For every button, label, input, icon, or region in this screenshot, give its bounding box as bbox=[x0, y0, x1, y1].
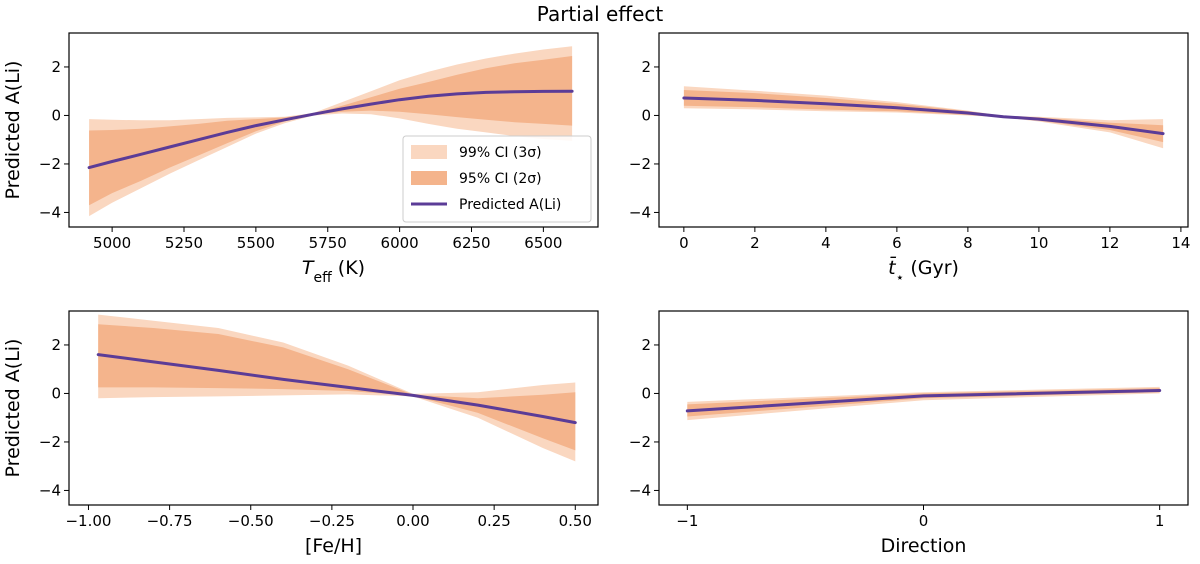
predicted-line bbox=[87, 89, 574, 170]
x-tick-label: 6000 bbox=[381, 234, 419, 252]
x-tick-label: 0 bbox=[919, 512, 929, 530]
y-tick-label: 2 bbox=[641, 336, 651, 354]
y-tick-label: −4 bbox=[629, 481, 651, 499]
x-tick-label: 14 bbox=[1171, 234, 1190, 252]
y-tick-label: 2 bbox=[641, 58, 651, 76]
x-tick-label: 4 bbox=[821, 234, 831, 252]
y-axis-label: Predicted A(Li) bbox=[2, 339, 24, 478]
legend: 99% CI (3σ) 95% CI (2σ) Predicted A(Li) bbox=[402, 135, 592, 223]
legend-label: Predicted A(Li) bbox=[459, 197, 561, 213]
x-axis-label: [Fe/H] bbox=[305, 535, 362, 557]
x-tick-label: 5250 bbox=[165, 234, 203, 252]
legend-frame bbox=[402, 135, 592, 223]
y-axis-label: Predicted A(Li) bbox=[2, 61, 24, 200]
predicted-line bbox=[685, 389, 1162, 413]
y-tick-label: −2 bbox=[629, 433, 651, 451]
panel-direction: −1 0 1 −4 −2 0 2 Direction bbox=[629, 310, 1189, 557]
ci95-band bbox=[683, 90, 1164, 143]
ci95-band bbox=[687, 388, 1160, 417]
legend-swatch-ci95 bbox=[411, 171, 447, 185]
y-tick-label: 0 bbox=[641, 384, 651, 402]
x-tick-label: 0.50 bbox=[559, 512, 592, 530]
panel-teff: 5000 5250 5500 5750 6000 6250 6500 −4 −2 0 2 Teff (… bbox=[2, 32, 599, 286]
x-tick-label: 0 bbox=[679, 234, 689, 252]
axes-frame bbox=[68, 32, 599, 228]
y-tick-label: −4 bbox=[39, 481, 61, 499]
x-axis-label: t̄⋆ (Gyr) bbox=[888, 255, 959, 286]
x-tick-label: 6250 bbox=[452, 234, 490, 252]
x-tick-label: 2 bbox=[750, 234, 760, 252]
x-axis-label: Direction bbox=[881, 535, 967, 557]
y-tick-label: −4 bbox=[629, 203, 651, 221]
y-tick-label: 0 bbox=[51, 384, 61, 402]
x-tick-label: 5750 bbox=[309, 234, 347, 252]
x-tick-label: 8 bbox=[963, 234, 973, 252]
y-tick-label: −2 bbox=[629, 155, 651, 173]
x-tick-label: −1.00 bbox=[65, 512, 111, 530]
panel-feh: −1.00 −0.75 −0.50 −0.25 0.00 0.25 0.50 −4 −2 0 2 [F… bbox=[2, 310, 599, 557]
y-tick-label: 2 bbox=[51, 58, 61, 76]
x-axis-label: Teff (K) bbox=[302, 257, 365, 286]
predicted-line bbox=[96, 353, 577, 425]
x-tick-label: 12 bbox=[1100, 234, 1119, 252]
x-tick-label: 5000 bbox=[93, 234, 131, 252]
x-tick-label: 5500 bbox=[237, 234, 275, 252]
x-tick-label: −0.50 bbox=[228, 512, 274, 530]
x-tick-label: 10 bbox=[1029, 234, 1048, 252]
axes-frame bbox=[658, 32, 1189, 228]
y-tick-label: 2 bbox=[51, 336, 61, 354]
legend-label: 95% CI (2σ) bbox=[459, 171, 542, 187]
y-tick-label: −4 bbox=[39, 203, 61, 221]
axes-frame bbox=[68, 310, 599, 506]
y-tick-label: 0 bbox=[641, 106, 651, 124]
x-tick-label: −1 bbox=[676, 512, 698, 530]
x-tick-label: −0.75 bbox=[147, 512, 193, 530]
x-tick-label: 0.00 bbox=[396, 512, 429, 530]
panel-age: 0 2 4 6 8 10 12 14 −4 −2 0 2 t̄⋆ (Gyr) bbox=[629, 32, 1190, 286]
y-tick-label: 0 bbox=[51, 106, 61, 124]
predicted-line bbox=[682, 96, 1165, 136]
x-tick-label: 1 bbox=[1155, 512, 1165, 530]
legend-swatch-ci99 bbox=[411, 145, 447, 159]
y-tick-label: −2 bbox=[39, 155, 61, 173]
legend-label: 99% CI (3σ) bbox=[459, 145, 542, 161]
x-tick-label: 6 bbox=[892, 234, 902, 252]
y-tick-label: −2 bbox=[39, 433, 61, 451]
x-tick-label: −0.25 bbox=[309, 512, 355, 530]
figure-title: Partial effect bbox=[536, 2, 664, 26]
x-tick-label: 0.25 bbox=[477, 512, 510, 530]
x-tick-label: 6500 bbox=[524, 234, 562, 252]
